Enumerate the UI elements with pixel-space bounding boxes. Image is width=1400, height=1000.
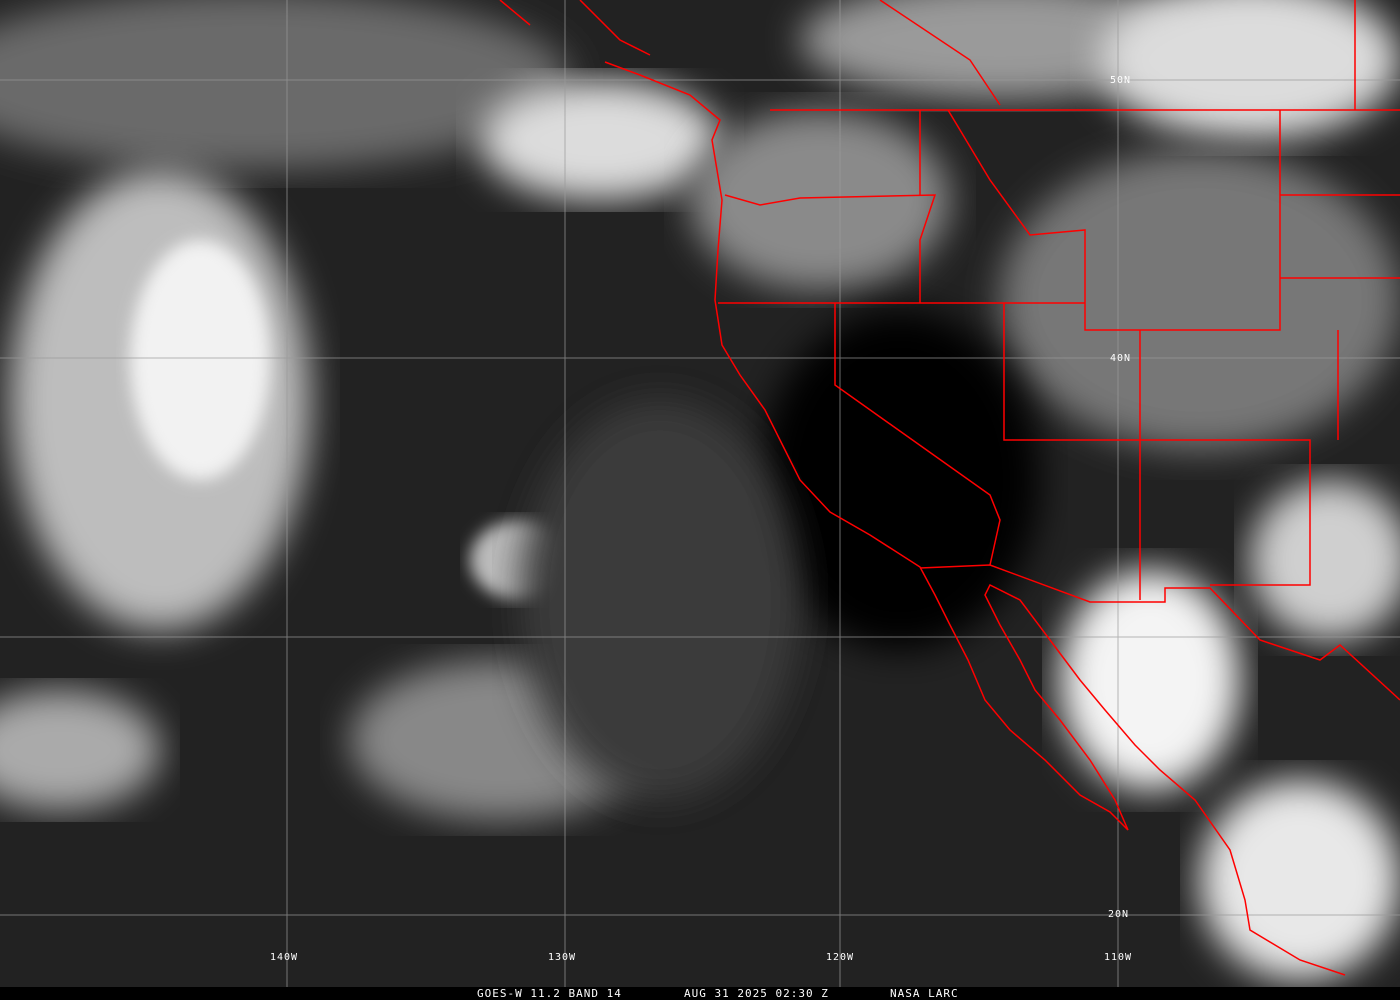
border-us-mexico bbox=[919, 564, 1400, 701]
lat-label-20n: 20N bbox=[1108, 909, 1130, 920]
caption-source: NASA LARC bbox=[890, 987, 959, 1000]
political-borders bbox=[499, 0, 1400, 976]
coastline bbox=[604, 61, 1346, 976]
lat-label-50n: 50N bbox=[1110, 75, 1132, 86]
border-california-nevada bbox=[834, 303, 1001, 566]
lat-label-40n: 40N bbox=[1110, 353, 1132, 364]
border-canada-provinces bbox=[499, 0, 1001, 106]
image-caption-bar: GOES-W 11.2 BAND 14 AUG 31 2025 02:30 Z … bbox=[0, 987, 1400, 1000]
border-nevada-east bbox=[1003, 303, 1311, 586]
lon-label-110w: 110W bbox=[1104, 952, 1133, 963]
lon-label-120w: 120W bbox=[826, 952, 855, 963]
lon-label-140w: 140W bbox=[270, 952, 299, 963]
border-washington-oregon bbox=[724, 194, 937, 303]
caption-satellite-band: GOES-W 11.2 BAND 14 bbox=[477, 987, 622, 1000]
border-idaho-montana bbox=[919, 0, 1400, 600]
caption-datetime: AUG 31 2025 02:30 Z bbox=[684, 987, 829, 1000]
lon-label-130w: 130W bbox=[548, 952, 577, 963]
